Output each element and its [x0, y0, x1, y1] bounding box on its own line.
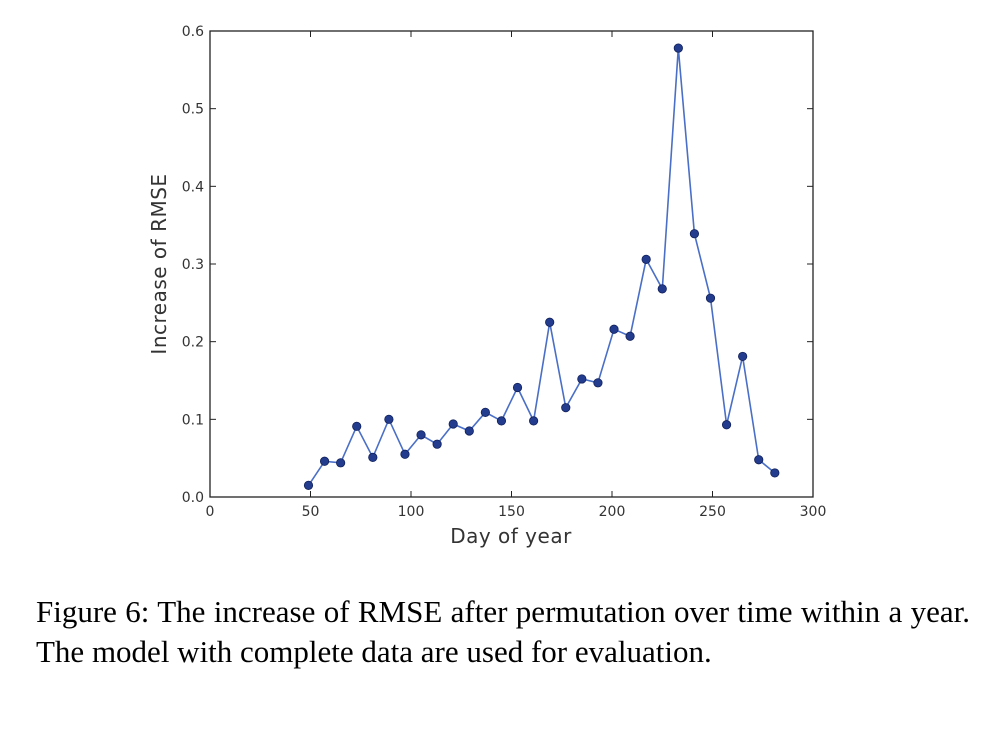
figure-caption: Figure 6: The increase of RMSE after per…: [36, 594, 970, 669]
data-point: [336, 458, 346, 468]
data-point: [721, 420, 732, 430]
data-point: [641, 254, 651, 264]
data-point: [770, 468, 780, 478]
data-point: [400, 449, 410, 459]
x-tick-label: 50: [302, 504, 320, 520]
data-point: [303, 480, 314, 490]
plot-frame: [209, 30, 814, 498]
y-tick-label: 0.4: [182, 179, 204, 195]
y-axis-ticks: 0.0 0.1 0.2 0.3 0.4 0.5 0.6: [182, 24, 813, 506]
data-point: [496, 416, 507, 426]
data-point: [689, 229, 700, 239]
data-point: [705, 293, 716, 303]
y-tick-label: 0.0: [182, 490, 204, 506]
x-tick-label: 250: [699, 504, 726, 520]
series-markers: [303, 43, 780, 490]
data-point: [529, 416, 539, 426]
data-point: [673, 43, 683, 53]
data-point: [545, 317, 555, 327]
data-point: [384, 414, 394, 424]
x-tick-label: 300: [800, 504, 827, 520]
y-tick-label: 0.6: [182, 24, 204, 40]
data-point: [432, 439, 442, 449]
data-point: [352, 421, 362, 431]
data-point: [593, 378, 603, 388]
data-point: [319, 456, 330, 466]
x-tick-label: 0: [206, 504, 215, 520]
data-point: [448, 419, 458, 429]
data-point: [512, 382, 523, 393]
x-axis-label: Day of year: [450, 524, 572, 548]
data-point: [577, 374, 587, 384]
data-point: [561, 403, 571, 413]
data-point: [609, 324, 619, 334]
y-tick-label: 0.2: [182, 335, 204, 351]
x-tick-label: 150: [498, 504, 525, 520]
series-line: [307, 48, 776, 486]
y-axis-label: Increase of RMSE: [147, 173, 171, 354]
y-tick-label: 0.1: [182, 412, 204, 428]
data-point: [368, 452, 378, 462]
line-chart: 0 50 100 150 200 250 300 0.0 0.1 0.2 0.3 0.4 0.5 0.6…: [147, 24, 827, 548]
data-point: [480, 407, 490, 417]
y-tick-label: 0.5: [182, 102, 204, 118]
x-tick-label: 100: [398, 504, 425, 520]
data-point: [754, 455, 764, 465]
data-point: [657, 284, 667, 294]
x-tick-label: 200: [599, 504, 626, 520]
y-tick-label: 0.3: [182, 257, 204, 273]
data-point: [738, 351, 748, 362]
data-point: [464, 426, 474, 436]
data-point: [416, 430, 426, 440]
data-point: [625, 331, 635, 341]
x-axis-ticks: 0 50 100 150 200 250 300: [206, 31, 827, 520]
